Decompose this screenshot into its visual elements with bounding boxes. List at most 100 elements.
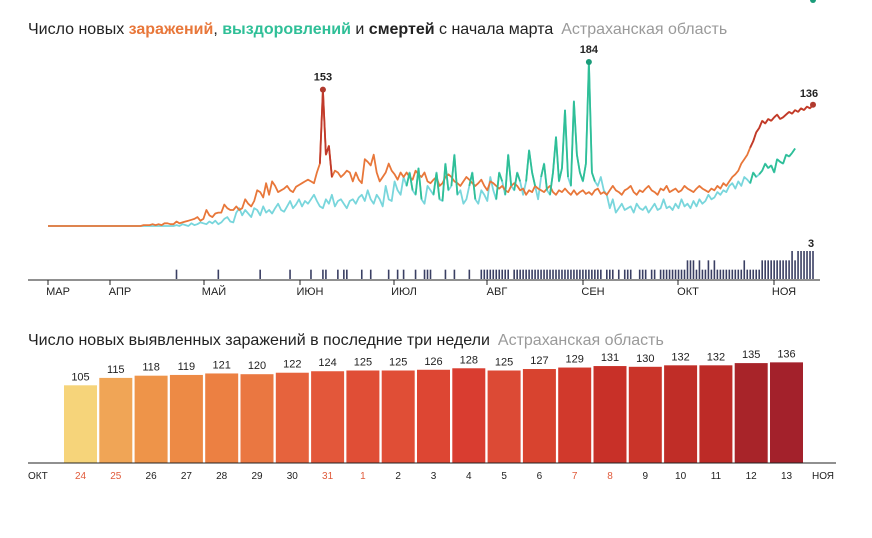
death-bar [534,269,536,279]
death-bar [591,269,593,279]
x-tick-label: ОКТ [677,286,699,298]
death-bar [677,269,680,279]
bar-value-label: 115 [107,364,125,376]
death-bar [713,260,716,279]
bar-value-label: 132 [671,351,689,363]
death-bar [668,269,671,279]
infections-line [48,88,814,227]
bar [417,369,450,463]
death-bar [540,269,542,279]
death-bar [779,260,781,279]
death-bar [758,269,761,279]
bar-category-label: 28 [216,471,228,482]
bar-category-label: 29 [251,471,263,482]
death-bar [767,260,769,279]
bar-category-label: 10 [675,471,687,482]
bar-value-label: 125 [354,357,372,369]
death-bar [552,269,554,279]
bar [770,362,803,463]
bar [169,374,203,463]
bar-category-label: 3 [431,471,437,482]
death-bar [519,269,521,279]
death-bar [653,269,656,279]
death-bar [791,251,793,279]
death-bar [414,269,417,279]
death-bar [175,269,178,279]
death-bar [722,269,725,279]
death-bar [752,269,755,279]
death-bar [558,269,560,279]
bar-category-label: 31 [322,471,334,482]
death-bar [346,269,348,279]
death-bar [734,269,737,279]
death-bar [396,269,399,279]
death-bar [555,269,557,279]
x-tick-label: АВГ [487,286,508,298]
death-bar [719,269,722,279]
bar [275,372,309,463]
chart-title-trend: Число новых заражений, выздоровлений и с… [28,21,728,38]
death-bar [671,269,674,279]
death-bar [486,269,489,279]
death-bar [728,269,731,279]
death-bar [402,269,405,279]
death-bar [501,269,504,279]
death-bar [522,269,524,279]
death-bar [737,269,740,279]
death-bar [549,269,551,279]
death-bar [707,260,710,279]
death-bar [716,269,719,279]
bar [205,373,239,463]
death-bar [600,269,602,279]
recoveries-last-label: 87 [805,0,817,3]
bar [346,370,380,463]
bar-value-label: 132 [707,351,725,363]
death-bar [710,269,713,279]
bar-category-label: 25 [110,471,122,482]
region-label-2: Астраханская область [497,332,664,349]
bar-value-label: 119 [178,361,196,373]
infections-last-dot [810,101,816,108]
death-bar [785,260,787,279]
x-tick-label: ИЮЛ [391,286,417,298]
death-bar [755,269,758,279]
bar-value-label: 121 [213,359,231,371]
bar-category-label: 8 [607,471,613,482]
x-tick-label: СЕН [581,286,604,298]
death-bar [468,269,471,279]
death-bar [761,260,763,279]
bar-value-label: 105 [71,371,89,383]
bar-category-label: 12 [746,471,758,482]
death-bar [692,260,695,279]
death-bar [429,269,432,279]
death-bar [611,269,614,279]
death-bar [746,269,749,279]
recoveries-line-high [405,61,796,202]
death-bar [650,269,653,279]
bar [593,366,627,463]
death-bar [387,269,390,279]
bar [522,369,556,463]
deaths-last-label: 3 [808,238,814,250]
death-bar [513,269,515,279]
bar [134,375,168,463]
death-bar [800,251,802,279]
death-bar [597,269,599,279]
bar-category-label: 30 [287,471,299,482]
death-bar [489,269,492,279]
death-bar [343,269,345,279]
bar-start-month-label: ОКТ [28,471,48,482]
recoveries-peak-dot [585,59,592,65]
bar-category-label: 5 [501,471,507,482]
death-bar [764,260,766,279]
bar-value-label: 127 [530,355,548,367]
death-bar [740,269,743,279]
death-bar [360,269,363,279]
death-bar [525,269,527,279]
death-bar [606,269,608,279]
bar-category-label: 1 [360,471,366,482]
bar [734,363,768,463]
death-bar [704,269,707,279]
death-bar [483,269,486,279]
